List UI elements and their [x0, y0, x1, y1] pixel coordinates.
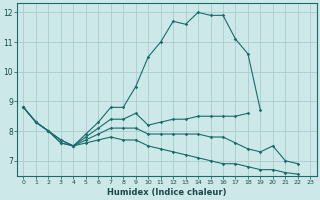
X-axis label: Humidex (Indice chaleur): Humidex (Indice chaleur): [107, 188, 227, 197]
